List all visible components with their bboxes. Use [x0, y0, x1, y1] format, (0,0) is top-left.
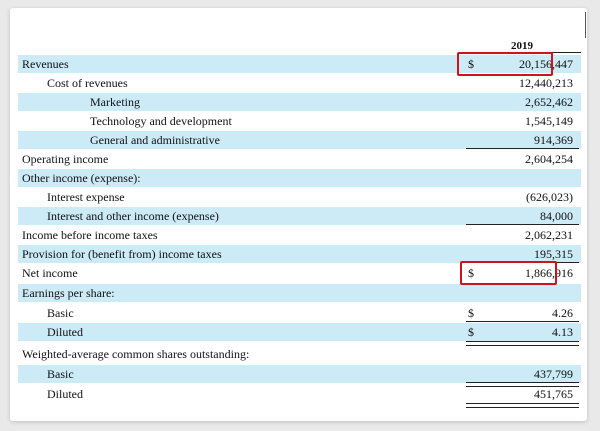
total-double-rule — [466, 382, 579, 387]
dollar-sign: $ — [468, 325, 474, 339]
row-value: 20,156,447 — [519, 57, 573, 71]
row-other-income-header: Other income (expense): — [18, 169, 581, 187]
row-eps-header: Earnings per share: — [18, 284, 581, 302]
row-general-administrative: General and administrative 914,369 — [18, 131, 581, 149]
row-value: 1,866,916 — [525, 266, 573, 280]
row-label: Interest expense — [47, 190, 125, 204]
row-shares-basic: Basic 437,799 — [18, 365, 581, 383]
column-header-year: 2019 — [511, 40, 533, 52]
row-value: 12,440,213 — [519, 76, 573, 90]
dollar-sign: $ — [468, 57, 474, 71]
row-label: Provision for (benefit from) income taxe… — [22, 247, 222, 261]
row-value: 2,062,231 — [525, 228, 573, 242]
row-eps-basic: Basic $ 4.26 — [18, 304, 581, 322]
highlight-net-income-box — [460, 261, 557, 285]
row-eps-diluted: Diluted $ 4.13 — [18, 323, 581, 341]
row-label: Income before income taxes — [22, 228, 158, 242]
row-label: Net income — [22, 266, 78, 280]
row-revenues: Revenues $ 20,156,447 — [18, 55, 581, 73]
row-value: 195,315 — [534, 247, 573, 261]
row-label: Technology and development — [90, 114, 232, 128]
row-label: Interest and other income (expense) — [47, 209, 219, 223]
total-double-rule — [466, 403, 579, 408]
row-label: Revenues — [22, 57, 69, 71]
row-label: General and administrative — [90, 133, 220, 147]
row-value: (626,023) — [526, 190, 573, 204]
row-interest-expense: Interest expense (626,023) — [18, 188, 581, 206]
row-value: 914,369 — [534, 133, 573, 147]
row-label: Marketing — [90, 95, 140, 109]
row-value: 4.26 — [552, 306, 573, 320]
row-value: 451,765 — [534, 387, 573, 401]
row-marketing: Marketing 2,652,462 — [18, 93, 581, 111]
row-value: 84,000 — [540, 209, 573, 223]
row-provision-income-taxes: Provision for (benefit from) income taxe… — [18, 245, 581, 263]
row-label: Other income (expense): — [22, 171, 141, 185]
row-value: 2,652,462 — [525, 95, 573, 109]
row-value: 1,545,149 — [525, 114, 573, 128]
row-label: Weighted-average common shares outstandi… — [22, 347, 250, 361]
row-interest-other-income: Interest and other income (expense) 84,0… — [18, 207, 581, 225]
row-technology-development: Technology and development 1,545,149 — [18, 112, 581, 130]
subtotal-rule — [466, 148, 579, 149]
highlight-revenues-box — [457, 52, 553, 76]
row-value: 2,604,254 — [525, 152, 573, 166]
row-label: Earnings per share: — [22, 286, 115, 300]
row-value: 437,799 — [534, 367, 573, 381]
subtotal-rule — [466, 224, 579, 225]
row-income-before-taxes: Income before income taxes 2,062,231 — [18, 226, 581, 244]
row-label: Basic — [47, 306, 74, 320]
row-shares-diluted: Diluted 451,765 — [18, 385, 581, 403]
row-label: Basic — [47, 367, 74, 381]
row-label: Operating income — [22, 152, 109, 166]
total-double-rule — [466, 341, 579, 346]
row-operating-income: Operating income 2,604,254 — [18, 150, 581, 168]
dollar-sign: $ — [468, 266, 474, 280]
page-edge-divider — [585, 12, 586, 38]
row-net-income: Net income $ 1,866,916 — [18, 264, 581, 282]
row-label: Cost of revenues — [47, 76, 128, 90]
row-label: Diluted — [47, 325, 83, 339]
row-value: 4.13 — [552, 325, 573, 339]
row-cost-of-revenues: Cost of revenues 12,440,213 — [18, 74, 581, 92]
row-label: Diluted — [47, 387, 83, 401]
dollar-sign: $ — [468, 306, 474, 320]
row-weighted-shares-header: Weighted-average common shares outstandi… — [18, 345, 581, 363]
